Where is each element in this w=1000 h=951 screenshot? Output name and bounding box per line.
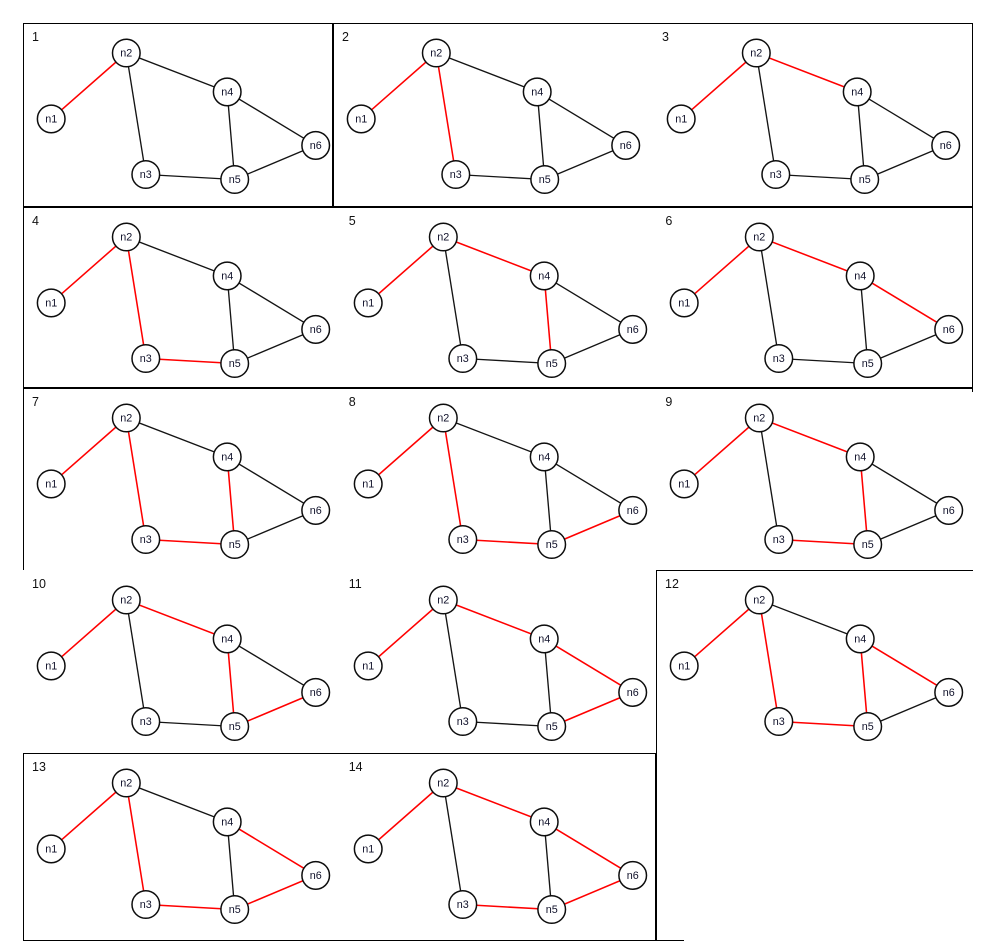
svg-text:n4: n4: [538, 817, 550, 829]
svg-text:n6: n6: [620, 140, 632, 152]
svg-text:n3: n3: [450, 169, 462, 181]
svg-text:n2: n2: [754, 413, 766, 425]
svg-text:n1: n1: [362, 479, 374, 491]
svg-text:n2: n2: [750, 48, 762, 60]
svg-text:n6: n6: [626, 505, 638, 517]
svg-text:n6: n6: [626, 324, 638, 336]
svg-text:n3: n3: [140, 534, 152, 546]
svg-text:n4: n4: [221, 87, 233, 99]
svg-text:n5: n5: [862, 358, 874, 370]
svg-text:n3: n3: [770, 169, 782, 181]
svg-text:n5: n5: [862, 721, 874, 733]
svg-text:n1: n1: [678, 661, 690, 673]
svg-text:n6: n6: [310, 324, 322, 336]
svg-text:n2: n2: [753, 595, 765, 607]
svg-text:n4: n4: [855, 271, 867, 283]
svg-text:n1: n1: [45, 479, 57, 491]
svg-text:n1: n1: [679, 479, 691, 491]
svg-text:n6: n6: [626, 870, 638, 882]
svg-text:n1: n1: [362, 298, 374, 310]
svg-text:n5: n5: [539, 174, 551, 186]
svg-text:n6: n6: [626, 687, 638, 699]
svg-text:n3: n3: [456, 353, 468, 365]
svg-text:n1: n1: [675, 114, 687, 126]
svg-text:n6: n6: [943, 687, 955, 699]
svg-text:n1: n1: [45, 114, 57, 126]
svg-text:n2: n2: [120, 413, 132, 425]
svg-text:n3: n3: [456, 899, 468, 911]
svg-text:n5: n5: [229, 904, 241, 916]
svg-text:n2: n2: [437, 778, 449, 790]
svg-text:n5: n5: [859, 174, 871, 186]
svg-text:n4: n4: [855, 452, 867, 464]
svg-text:n4: n4: [221, 452, 233, 464]
svg-text:n6: n6: [310, 870, 322, 882]
svg-text:n4: n4: [221, 817, 233, 829]
svg-text:n4: n4: [854, 634, 866, 646]
svg-text:n4: n4: [221, 271, 233, 283]
svg-text:n5: n5: [229, 721, 241, 733]
svg-text:n1: n1: [45, 661, 57, 673]
svg-text:n6: n6: [310, 505, 322, 517]
svg-text:n5: n5: [545, 358, 557, 370]
svg-text:n2: n2: [120, 48, 132, 60]
svg-text:n3: n3: [456, 716, 468, 728]
svg-text:n3: n3: [773, 716, 785, 728]
svg-text:n3: n3: [140, 169, 152, 181]
svg-text:n5: n5: [229, 539, 241, 551]
svg-text:n6: n6: [310, 687, 322, 699]
svg-text:n3: n3: [140, 899, 152, 911]
svg-text:n3: n3: [140, 353, 152, 365]
svg-text:n1: n1: [362, 661, 374, 673]
svg-text:n5: n5: [862, 539, 874, 551]
svg-text:n2: n2: [120, 595, 132, 607]
svg-text:n2: n2: [754, 232, 766, 244]
svg-text:n2: n2: [430, 48, 442, 60]
svg-text:n1: n1: [362, 844, 374, 856]
svg-text:n6: n6: [310, 140, 322, 152]
svg-text:n4: n4: [531, 87, 543, 99]
svg-text:n2: n2: [437, 413, 449, 425]
svg-text:n5: n5: [229, 174, 241, 186]
svg-text:n4: n4: [538, 271, 550, 283]
svg-text:n2: n2: [120, 778, 132, 790]
svg-text:n5: n5: [545, 539, 557, 551]
svg-text:n1: n1: [355, 114, 367, 126]
svg-text:n6: n6: [943, 505, 955, 517]
svg-text:n3: n3: [456, 534, 468, 546]
svg-text:n1: n1: [45, 844, 57, 856]
svg-text:n6: n6: [940, 140, 952, 152]
svg-text:n2: n2: [437, 232, 449, 244]
svg-text:n5: n5: [545, 721, 557, 733]
svg-text:n2: n2: [437, 595, 449, 607]
svg-text:n4: n4: [538, 634, 550, 646]
svg-text:n6: n6: [943, 324, 955, 336]
svg-text:n4: n4: [851, 87, 863, 99]
svg-text:n5: n5: [545, 904, 557, 916]
svg-text:n3: n3: [773, 353, 785, 365]
svg-text:n3: n3: [773, 534, 785, 546]
svg-text:n3: n3: [140, 716, 152, 728]
svg-text:n1: n1: [679, 298, 691, 310]
svg-text:n5: n5: [229, 358, 241, 370]
svg-text:n4: n4: [221, 634, 233, 646]
svg-text:n1: n1: [45, 298, 57, 310]
svg-text:n4: n4: [538, 452, 550, 464]
svg-text:n2: n2: [120, 232, 132, 244]
